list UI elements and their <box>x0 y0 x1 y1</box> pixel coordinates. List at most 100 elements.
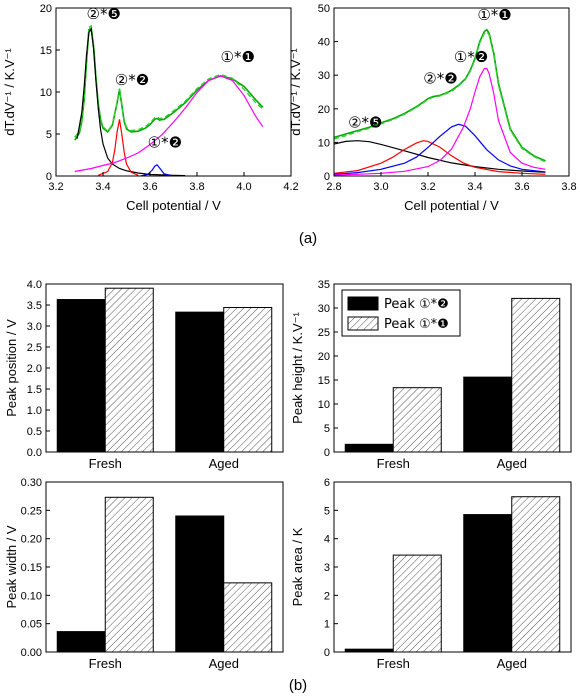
y-tick-label: 0.10 <box>21 590 42 602</box>
category-label: Aged <box>497 656 527 671</box>
y-tick-label: 0.20 <box>21 534 42 546</box>
category-label: Fresh <box>89 456 122 471</box>
y-tick-label: 0 <box>46 171 52 183</box>
series-line-4 <box>140 163 174 176</box>
y-tick-label: 5 <box>324 423 330 435</box>
y-tick-label: 3.5 <box>27 300 42 312</box>
legend-label-0: Peak ①*❷ <box>384 297 449 312</box>
bar-b-width-1-0 <box>175 515 225 653</box>
series-line-5 <box>74 75 264 173</box>
bar-b-height-1-0 <box>463 376 513 453</box>
y-tick-label: 15 <box>40 45 52 57</box>
peak-annotation: ②*❺ <box>87 5 121 23</box>
series-line-1 <box>334 30 546 163</box>
y-tick-label: 20 <box>318 351 330 363</box>
category-label: Fresh <box>377 656 410 671</box>
x-tick-label: 3.2 <box>48 181 63 193</box>
y-axis-label: Peak height / K.V⁻¹ <box>290 312 305 424</box>
chart-a-left: 3.2 3.4 3.6 3.8 4.0 4.2 ②*❺ ②*❷ ①*❷ ①*❶ Cell poten… <box>2 3 299 213</box>
y-axis-label: dT.dV⁻¹ / K.V⁻¹ <box>2 48 17 136</box>
y-tick-label: 0.30 <box>21 477 42 489</box>
y-axis-label: Peak width / V <box>4 525 19 608</box>
x-axis-label: Cell potential / V <box>126 198 221 213</box>
y-tick-label: 2.5 <box>27 342 42 354</box>
y-tick-label: 20 <box>40 3 52 15</box>
chart-b-width: Fresh Aged 0.00 0.05 0.10 0.15 0.20 0.25 0.30 Pea… <box>4 477 284 671</box>
bar-b-position-0-1 <box>104 287 154 453</box>
series-line-1 <box>74 24 264 138</box>
legend-swatch-1 <box>347 316 379 331</box>
series-line-5 <box>334 67 546 176</box>
peak-annotation: ②*❷ <box>115 71 149 89</box>
y-tick-label: 1.5 <box>27 384 42 396</box>
chart-b-area: Fresh Aged 0 1 2 3 4 5 6 Peak area / K <box>290 477 572 671</box>
y-tick-label: 4 <box>324 534 330 546</box>
x-tick-label: 4.0 <box>236 181 251 193</box>
y-tick-label: 0.5 <box>27 426 42 438</box>
bar-b-area-0-1 <box>392 554 442 653</box>
y-tick-label: 0 <box>324 171 330 183</box>
y-tick-label: 25 <box>318 327 330 339</box>
y-tick-label: 5 <box>46 129 52 141</box>
y-tick-label: 0.0 <box>27 447 42 459</box>
y-tick-label: 4.0 <box>27 279 42 291</box>
y-axis-label: dT.dV⁻¹ / K.V⁻¹ <box>288 48 303 136</box>
bar-b-area-1-1 <box>511 496 561 653</box>
x-tick-label: 3.4 <box>95 181 110 193</box>
x-tick-label: 3.2 <box>420 181 435 193</box>
plot-frame <box>45 283 284 453</box>
panel-label-b: (b) <box>289 677 307 694</box>
y-axis-label: Peak area / K <box>290 527 305 606</box>
series-line-3 <box>98 119 139 176</box>
y-tick-label: 2 <box>324 590 330 602</box>
y-tick-label: 5 <box>324 505 330 517</box>
bar-b-height-0-0 <box>344 443 394 453</box>
legend-swatch-0 <box>347 296 379 311</box>
y-tick-label: 3.0 <box>27 321 42 333</box>
x-axis-label: Cell potential / V <box>404 198 499 213</box>
bar-b-width-0-0 <box>56 631 106 653</box>
bar-b-width-1-1 <box>223 582 273 653</box>
plot-frame <box>333 7 570 177</box>
category-label: Aged <box>209 656 239 671</box>
y-tick-label: 10 <box>318 137 330 149</box>
y-tick-label: 6 <box>324 477 330 489</box>
y-tick-label: 10 <box>318 399 330 411</box>
category-label: Aged <box>497 456 527 471</box>
y-tick-label: 15 <box>318 375 330 387</box>
category-label: Fresh <box>377 456 410 471</box>
chart-b-position: Fresh Aged 0.0 0.5 1.0 1.5 2.0 2.5 3.0 3.5 4.0 Peak… <box>4 279 284 471</box>
y-tick-label: 35 <box>318 279 330 291</box>
peak-annotation: ①*❶ <box>477 6 511 24</box>
bar-b-height-0-1 <box>392 387 442 453</box>
peak-annotation: ①*❷ <box>454 48 488 66</box>
peak-annotation: ②*❷ <box>423 70 457 88</box>
y-tick-label: 10 <box>40 87 52 99</box>
y-tick-label: 20 <box>318 104 330 116</box>
plot-frame <box>333 283 572 453</box>
y-tick-label: 1.0 <box>27 405 42 417</box>
x-tick-label: 3.6 <box>142 181 157 193</box>
x-tick-label: 3.0 <box>373 181 388 193</box>
y-tick-label: 0 <box>324 447 330 459</box>
x-tick-label: 3.6 <box>514 181 529 193</box>
y-tick-label: 3 <box>324 562 330 574</box>
y-tick-label: 40 <box>318 37 330 49</box>
peak-annotation: ①*❶ <box>221 48 255 66</box>
y-tick-label: 0.05 <box>21 619 42 631</box>
x-tick-label: 4.2 <box>283 181 298 193</box>
peak-annotation: ②*❺ <box>348 113 382 131</box>
chart-b-height: Fresh Aged Peak ①*❷ Peak ①*❶ 0 5 10 15 20 25 30 35 P… <box>290 279 572 471</box>
plot-frame <box>55 7 292 177</box>
series-line-2 <box>334 140 546 173</box>
y-tick-label: 2.0 <box>27 363 42 375</box>
plot-frame <box>333 481 572 653</box>
y-tick-label: 0.00 <box>21 647 42 659</box>
bar-b-height-1-1 <box>511 297 561 453</box>
y-tick-label: 0.15 <box>21 562 42 574</box>
plot-frame <box>45 481 284 653</box>
series-line-4 <box>334 123 546 175</box>
x-tick-label: 3.4 <box>467 181 482 193</box>
y-tick-label: 1 <box>324 619 330 631</box>
